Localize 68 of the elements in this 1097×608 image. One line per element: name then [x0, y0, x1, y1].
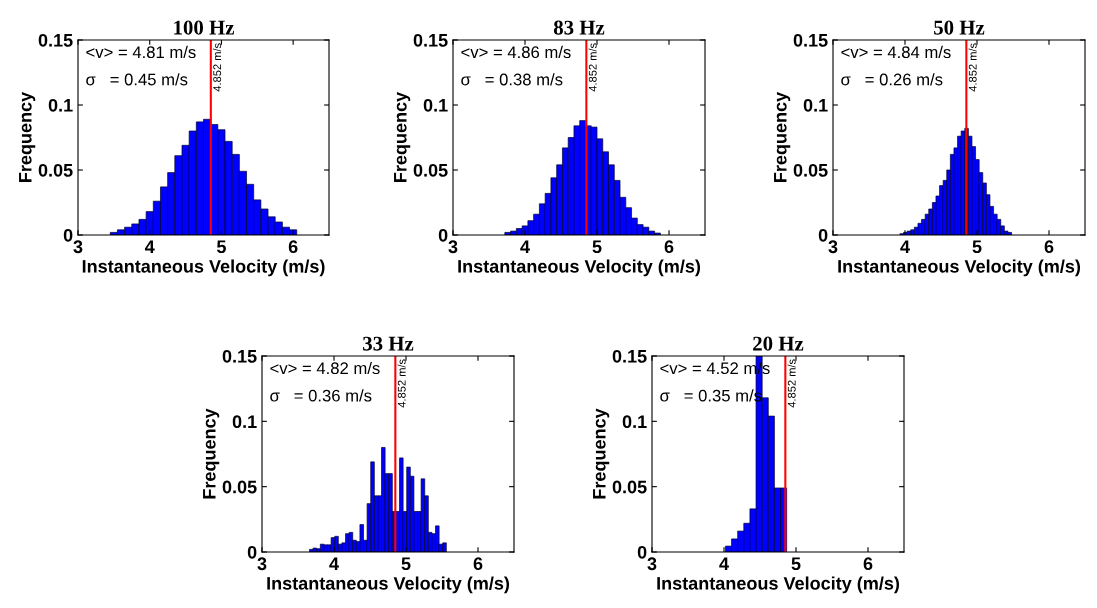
x-tick-label: 5 — [791, 557, 801, 571]
x-tick-label: 3 — [647, 557, 657, 571]
ref-line-label: 4.852 m/s — [588, 43, 597, 92]
y-tick-label: 0.1 — [803, 98, 828, 112]
x-tick-label: 3 — [448, 240, 458, 254]
y-tick-label: 0.05 — [612, 480, 647, 494]
x-tick-label: 5 — [401, 557, 411, 571]
chart-title: 20 Hz — [753, 336, 804, 351]
y-tick-label: 0.1 — [232, 415, 257, 429]
x-tick-label: 3 — [257, 557, 267, 571]
annotation: σ = 0.45 m/s — [86, 73, 188, 86]
annotation: σ = 0.26 m/s — [841, 73, 943, 86]
x-tick-label: 4 — [144, 240, 155, 253]
annotation: σ = 0.36 m/s — [270, 389, 372, 402]
x-axis-title: Instantaneous Velocity (m/s) — [82, 259, 325, 277]
y-tick-label: 0.05 — [38, 163, 73, 177]
y-tick-label: 0.15 — [612, 349, 647, 363]
chart-title: 100 Hz — [174, 20, 234, 35]
annotation: <v> = 4.84 m/s — [841, 45, 951, 59]
y-tick-label: 0 — [637, 545, 647, 559]
y-tick-label: 0.05 — [413, 163, 448, 177]
annotation: <v> = 4.81 m/s — [86, 45, 196, 59]
y-axis-title: Frequency — [774, 91, 791, 182]
annotation: <v> = 4.86 m/s — [461, 45, 571, 59]
x-tick-label: 6 — [288, 240, 298, 254]
x-tick-label: 4 — [329, 557, 339, 570]
x-axis-title: Instantaneous Velocity (m/s) — [838, 259, 1081, 277]
x-axis-title: Instantaneous Velocity (m/s) — [267, 576, 510, 594]
y-tick-label: 0.1 — [622, 415, 647, 429]
x-tick-label: 5 — [216, 240, 226, 254]
y-tick-label: 0.05 — [793, 163, 828, 177]
y-tick-label: 0.15 — [413, 33, 448, 47]
y-tick-label: 0 — [247, 545, 257, 559]
y-axis-title: Frequency — [593, 408, 610, 499]
x-tick-label: 3 — [73, 240, 83, 254]
ref-line-label: 4.852 m/s — [212, 43, 222, 92]
x-tick-label: 6 — [473, 557, 483, 571]
y-tick-label: 0.1 — [423, 98, 448, 112]
y-axis-title: Frequency — [19, 91, 36, 182]
ref-line-label: 4.852 m/s — [787, 359, 796, 408]
chart-title: 83 Hz — [553, 20, 605, 35]
x-tick-label: 6 — [1044, 240, 1054, 254]
ref-line-label: 4.852 m/s — [968, 43, 977, 92]
annotation: <v> = 4.82 m/s — [270, 361, 380, 375]
x-tick-label: 4 — [719, 557, 729, 570]
y-tick-label: 0.15 — [793, 33, 828, 47]
ref-line-label: 4.852 m/s — [397, 359, 406, 408]
y-axis-title: Frequency — [203, 408, 220, 499]
x-tick-label: 6 — [664, 240, 674, 254]
y-tick-label: 0.1 — [48, 98, 73, 112]
chart-title: 33 Hz — [363, 336, 414, 351]
y-tick-label: 0 — [818, 228, 828, 242]
y-tick-label: 0 — [438, 228, 448, 242]
y-tick-label: 0.05 — [222, 480, 257, 494]
x-tick-label: 4 — [520, 240, 530, 253]
y-tick-label: 0 — [63, 228, 73, 242]
x-axis-title: Instantaneous Velocity (m/s) — [657, 576, 900, 594]
y-tick-label: 0.15 — [222, 349, 257, 363]
x-axis-title: Instantaneous Velocity (m/s) — [458, 259, 701, 277]
chart-title: 50 Hz — [934, 20, 985, 35]
y-axis-title: Frequency — [394, 91, 411, 182]
x-tick-label: 3 — [828, 240, 838, 254]
x-tick-label: 5 — [972, 240, 982, 254]
x-tick-label: 5 — [592, 240, 602, 254]
y-tick-label: 0.15 — [38, 33, 73, 47]
x-tick-label: 6 — [863, 557, 873, 571]
annotation: σ = 0.38 m/s — [461, 73, 563, 86]
x-tick-label: 4 — [900, 240, 910, 253]
